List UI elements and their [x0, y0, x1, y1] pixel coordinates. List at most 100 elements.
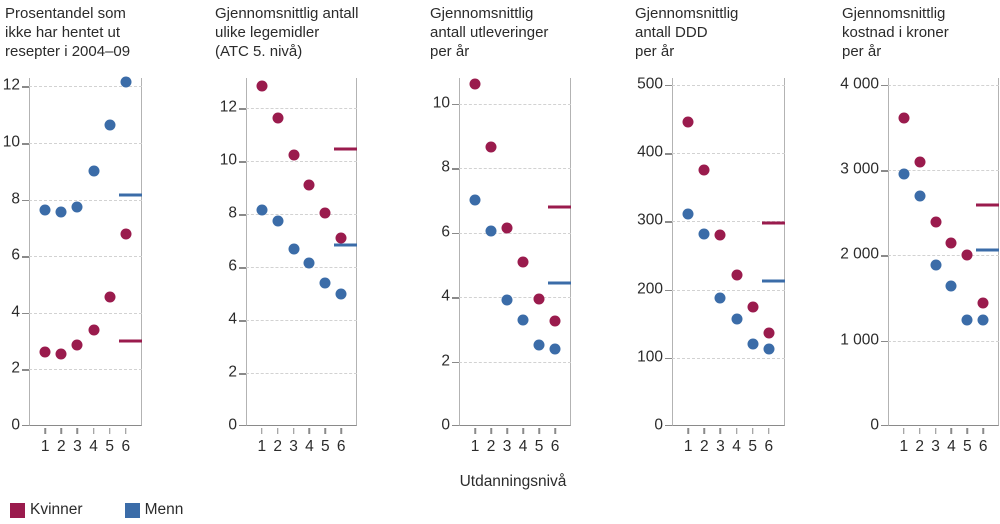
data-point-menn — [469, 194, 481, 206]
x-tick — [490, 428, 492, 434]
y-tick-label: 100 — [637, 348, 663, 366]
data-point-kvinner — [88, 324, 100, 336]
x-tick — [261, 428, 263, 434]
y-gridline — [29, 199, 142, 201]
y-tick — [239, 424, 246, 426]
data-point-menn — [698, 228, 710, 240]
x-tick-label: 6 — [978, 438, 988, 455]
y-gridline — [888, 255, 999, 257]
panel-title: Prosentandel som ikke har hentet ut rese… — [5, 5, 131, 60]
y-gridline — [672, 289, 785, 291]
x-tick-label: 3 — [502, 438, 512, 455]
y-tick — [881, 424, 888, 426]
data-point-menn — [104, 119, 116, 131]
data-point-kvinner — [319, 207, 331, 219]
x-tick — [966, 428, 969, 434]
y-tick — [881, 255, 888, 257]
data-point-menn — [288, 243, 300, 255]
y-gridline — [672, 153, 785, 155]
y-tick-label: 4 — [441, 287, 450, 305]
data-point-menn — [763, 343, 775, 355]
y-gridline — [459, 103, 571, 105]
x-tick — [292, 428, 295, 434]
data-point-menn — [272, 215, 284, 227]
y-tick — [452, 297, 459, 299]
x-tick-label: 4 — [947, 438, 956, 455]
x-tick-label: 1 — [899, 438, 909, 455]
data-point-menn — [517, 314, 529, 326]
x-tick — [340, 428, 342, 434]
plot-frame — [29, 78, 142, 426]
y-tick — [22, 143, 29, 145]
y-tick — [22, 424, 29, 426]
chart-panel-1: Prosentandel som ikke har hentet ut rese… — [2, 0, 146, 524]
y-tick — [452, 361, 459, 364]
data-point-kvinner — [120, 228, 132, 240]
legend-item-menn: Menn — [124, 501, 183, 519]
plot-area: 0 1 000 2 000 3 000 4 000 1 2 3 4 5 6 — [840, 75, 999, 455]
y-tick — [452, 232, 459, 235]
data-point-menn — [682, 208, 694, 220]
y-tick-label: 6 — [11, 246, 20, 264]
x-tick — [554, 428, 556, 434]
x-tick-label: 5 — [320, 438, 330, 455]
x-tick-label: 2 — [699, 438, 709, 455]
y-gridline — [246, 214, 357, 216]
y-tick-label: 12 — [219, 99, 237, 117]
panel-title: Gjennomsnittlig antall ulike legemidler … — [215, 5, 359, 60]
mean-line-kvinner — [334, 147, 357, 151]
data-point-menn — [39, 204, 51, 216]
x-tick — [324, 428, 327, 434]
plot-frame — [459, 78, 571, 426]
x-tick-label: 2 — [273, 438, 283, 455]
x-tick — [703, 428, 706, 434]
x-tick — [538, 428, 540, 434]
plot-area: 0 100 200 300 400 500 1 2 3 4 5 6 — [637, 75, 785, 455]
plot-frame — [246, 78, 357, 426]
x-tick — [474, 428, 476, 434]
x-tick — [522, 428, 524, 434]
data-point-menn — [747, 338, 759, 350]
y-tick-label: 2 000 — [840, 246, 879, 264]
x-tick-label: 3 — [73, 438, 82, 455]
y-gridline — [29, 312, 142, 314]
y-tick-label: 10 — [432, 94, 450, 112]
data-point-menn — [961, 314, 973, 326]
data-point-kvinner — [914, 156, 926, 168]
y-gridline — [888, 170, 999, 172]
data-point-menn — [549, 343, 561, 355]
data-point-menn — [501, 294, 513, 306]
y-tick — [22, 199, 29, 202]
plot-area: 0 2 4 6 8 10 1 2 3 4 5 6 — [433, 78, 571, 455]
data-point-kvinner — [39, 346, 51, 358]
y-tick-label: 8 — [11, 190, 20, 208]
data-point-menn — [485, 225, 497, 237]
x-tick-label: 5 — [105, 438, 115, 455]
y-tick-label: 2 — [228, 363, 237, 381]
y-tick-label: 4 000 — [840, 75, 879, 93]
plot-frame — [888, 78, 999, 426]
y-gridline — [672, 357, 785, 359]
y-tick — [239, 267, 246, 269]
y-gridline — [459, 232, 571, 234]
plot-frame — [672, 78, 785, 426]
y-tick — [452, 424, 459, 426]
y-tick-label: 200 — [637, 280, 663, 298]
data-point-menn — [533, 339, 545, 351]
plot-area: 0 2 4 6 8 10 12 1 2 3 4 5 6 — [220, 78, 357, 455]
data-point-kvinner — [714, 229, 726, 241]
y-tick-label: 0 — [870, 416, 879, 434]
data-point-menn — [714, 292, 726, 304]
x-tick-label: 5 — [962, 438, 972, 455]
mean-line-menn — [762, 279, 785, 283]
x-tick — [44, 428, 46, 434]
x-tick-label: 2 — [56, 438, 66, 455]
data-point-menn — [256, 204, 268, 216]
x-tick — [92, 428, 95, 434]
chart-panel-3: Gjennomsnittlig antall utleveringer per … — [430, 0, 575, 524]
x-tick-label: 6 — [550, 438, 560, 455]
data-point-menn — [120, 76, 132, 88]
y-tick — [239, 214, 246, 216]
y-tick-label: 10 — [2, 133, 20, 151]
data-point-menn — [945, 280, 957, 292]
